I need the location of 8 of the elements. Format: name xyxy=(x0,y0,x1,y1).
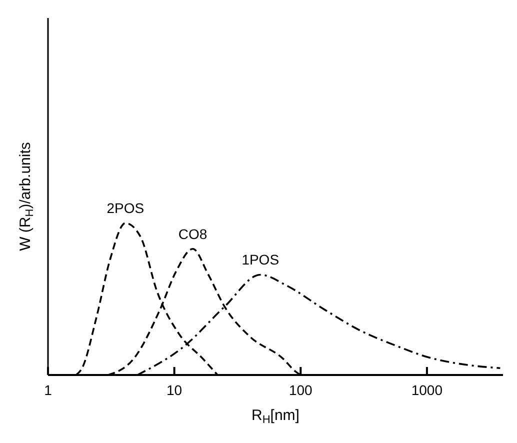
series-label: 2POS xyxy=(106,200,144,216)
series-label: CO8 xyxy=(178,226,208,242)
x-tick-label: 100 xyxy=(288,382,313,398)
x-tick-label: 10 xyxy=(166,382,182,398)
series-label: 1POS xyxy=(242,252,280,268)
x-axis-title: R$_{H}$[nm] xyxy=(252,407,300,426)
x-tick-label: 1 xyxy=(44,382,52,398)
x-tick-label: 1000 xyxy=(411,382,443,398)
